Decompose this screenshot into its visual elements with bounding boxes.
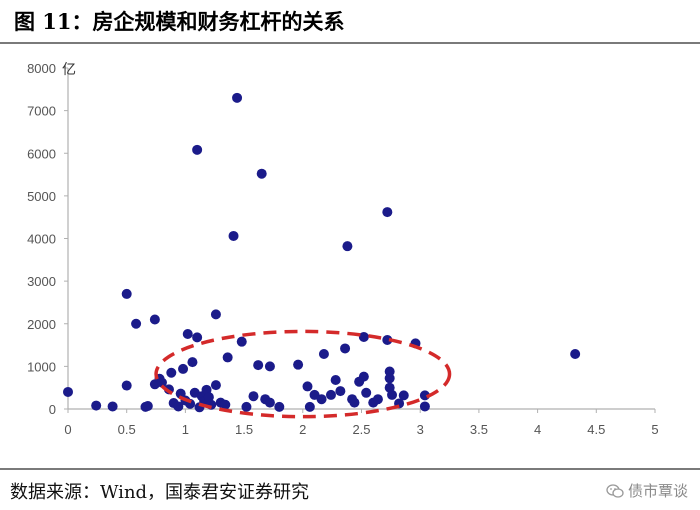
data-point <box>63 386 73 397</box>
data-point <box>210 380 221 391</box>
data-point <box>220 399 231 410</box>
data-point <box>91 400 102 411</box>
x-tick-label: 5 <box>651 422 658 437</box>
data-point <box>387 389 398 400</box>
title-bar: 图 11：房企规模和财务杠杆的关系 <box>0 0 700 44</box>
data-point <box>330 375 341 386</box>
watermark-text: 债市覃谈 <box>627 482 688 500</box>
source-note: 数据来源：Wind，国泰君安证券研究 <box>10 482 310 503</box>
data-point <box>192 144 203 155</box>
data-point <box>274 401 285 412</box>
x-ticks: 0 0.5 1 1.5 2 2.5 3 3.5 4 4.5 5 <box>64 409 659 437</box>
data-point <box>178 363 189 374</box>
data-point <box>372 394 383 405</box>
y-tick-label: 0 <box>49 402 56 417</box>
figure-title: 图 11：房企规模和财务杠杆的关系 <box>14 9 345 34</box>
data-point <box>256 168 267 179</box>
data-point <box>340 343 351 354</box>
data-point <box>121 380 132 391</box>
y-unit-label: 亿 <box>62 62 76 78</box>
data-point <box>384 373 395 384</box>
y-tick-label: 3000 <box>27 274 56 289</box>
x-tick-label: 2 <box>299 422 306 437</box>
data-point <box>570 349 581 360</box>
data-point <box>228 230 239 241</box>
y-tick-label: 7000 <box>27 104 56 119</box>
y-tick-label: 6000 <box>27 146 56 161</box>
data-point <box>210 309 221 320</box>
x-tick-label: 1.5 <box>235 422 253 437</box>
data-point <box>131 318 142 329</box>
data-point <box>264 397 275 408</box>
data-points <box>63 92 581 413</box>
data-point <box>325 389 336 400</box>
title-divider <box>0 42 700 44</box>
x-tick-label: 0.5 <box>118 422 136 437</box>
x-tick-label: 4.5 <box>587 422 605 437</box>
y-tick-label: 8000 <box>27 61 56 76</box>
data-point <box>304 401 315 412</box>
data-point <box>253 360 264 371</box>
axes: 0 0.5 1 1.5 2 2.5 3 3.5 4 4.5 5 0 1000 2000 3000 4000 5… <box>27 61 659 437</box>
data-point <box>173 401 184 412</box>
y-tick-label: 4000 <box>27 232 56 247</box>
y-ticks: 0 1000 2000 3000 4000 5000 6000 7000 8000 <box>27 61 68 417</box>
data-point <box>316 394 327 405</box>
data-point <box>182 328 193 339</box>
x-tick-label: 4 <box>534 422 541 437</box>
data-point <box>142 401 153 412</box>
data-point <box>293 359 304 370</box>
data-point <box>361 387 372 398</box>
data-point <box>166 367 177 378</box>
x-tick-label: 3 <box>417 422 424 437</box>
y-tick-label: 5000 <box>27 189 56 204</box>
data-point <box>222 352 233 363</box>
data-point <box>342 241 353 252</box>
data-point <box>318 349 329 360</box>
data-point <box>203 392 214 403</box>
data-point <box>349 397 360 408</box>
watermark: 债市覃谈 <box>606 480 688 501</box>
x-tick-label: 3.5 <box>470 422 488 437</box>
highlight-ellipse <box>154 329 452 419</box>
x-tick-label: 0 <box>64 422 71 437</box>
data-point <box>241 401 252 412</box>
data-point <box>419 401 430 412</box>
data-point <box>121 288 132 299</box>
data-point <box>149 314 160 325</box>
wechat-icon <box>606 483 624 498</box>
y-tick-label: 2000 <box>27 317 56 332</box>
data-point <box>156 377 167 388</box>
data-point <box>358 371 369 382</box>
data-point <box>248 391 259 402</box>
data-point <box>232 92 243 103</box>
data-point <box>335 386 346 397</box>
data-point <box>302 381 313 392</box>
data-point <box>192 332 203 343</box>
y-tick-label: 1000 <box>27 359 56 374</box>
x-tick-label: 2.5 <box>352 422 370 437</box>
data-point <box>187 357 198 368</box>
data-point <box>107 401 118 412</box>
scatter-chart: 0 0.5 1 1.5 2 2.5 3 3.5 4 4.5 5 0 1000 2000 3000 4000 5… <box>27 61 659 437</box>
data-point <box>236 336 247 347</box>
data-point <box>382 207 393 218</box>
data-point <box>382 334 393 345</box>
footer-divider <box>0 468 700 470</box>
data-point <box>358 331 369 342</box>
data-point <box>264 361 275 372</box>
x-tick-label: 1 <box>182 422 189 437</box>
data-point <box>398 390 409 401</box>
